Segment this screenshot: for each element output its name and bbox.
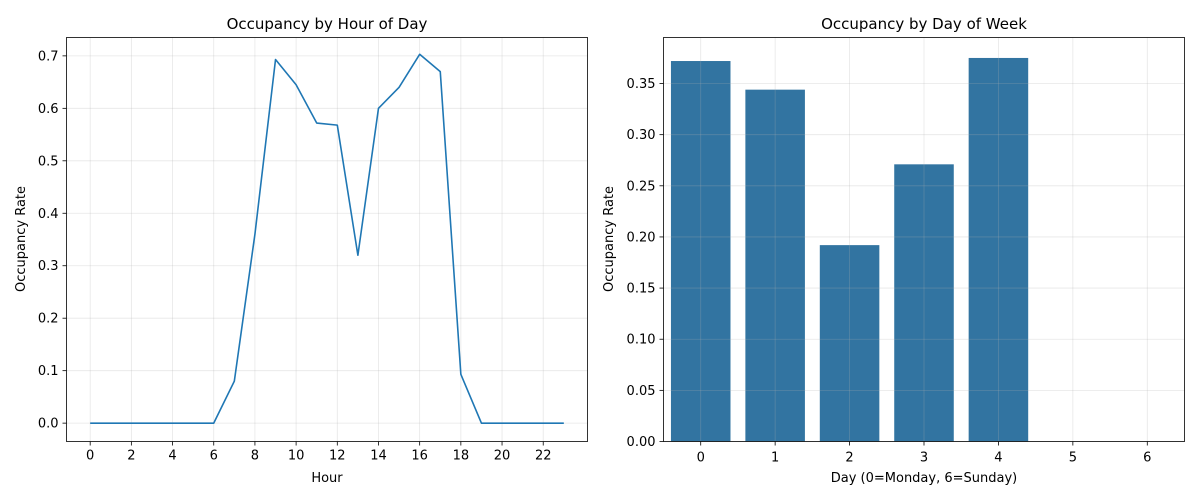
hour-chart-y-tick-label: 0.5 bbox=[38, 154, 59, 169]
hour-chart-title: Occupancy by Hour of Day bbox=[227, 15, 428, 33]
day-chart-x-tick-label: 5 bbox=[1069, 451, 1077, 466]
hour-chart-y-tick-label: 0.4 bbox=[38, 207, 59, 222]
day-chart-x-ticks: 0 1 2 3 4 5 6 bbox=[697, 441, 1151, 466]
hour-chart-y-tick-label: 0.3 bbox=[38, 259, 59, 274]
hour-chart-series bbox=[90, 53, 564, 424]
day-chart-grid bbox=[663, 37, 1185, 442]
day-chart-x-tick-label: 2 bbox=[845, 451, 853, 466]
hour-chart-frame bbox=[66, 37, 588, 442]
day-bar bbox=[670, 61, 731, 442]
day-chart-y-tick-label: 0.15 bbox=[627, 282, 656, 297]
hour-chart-y-tick-label: 0.2 bbox=[38, 312, 59, 327]
day-bar bbox=[894, 164, 954, 442]
hour-occupancy-line bbox=[90, 53, 564, 424]
hour-chart-x-tick-label: 6 bbox=[210, 449, 218, 464]
hour-chart-x-tick-label: 12 bbox=[329, 449, 346, 464]
day-chart-y-tick-label: 0.30 bbox=[627, 128, 656, 143]
day-bar bbox=[745, 89, 805, 442]
day-chart-y-ticks: 0.00 0.05 0.10 0.15 0.20 0.25 0.30 0.35 bbox=[627, 77, 664, 450]
hour-chart-x-tick-label: 4 bbox=[168, 449, 176, 464]
day-chart-y-tick-label: 0.00 bbox=[627, 435, 656, 450]
day-chart-x-tick-label: 0 bbox=[697, 451, 705, 466]
hour-chart-y-ticks: 0.0 0.1 0.2 0.3 0.4 0.5 0.6 0.7 bbox=[38, 49, 67, 432]
day-chart-x-label: Day (0=Monday, 6=Sunday) bbox=[831, 471, 1018, 486]
day-chart-bars bbox=[670, 57, 1029, 442]
day-chart-x-tick-label: 3 bbox=[920, 451, 928, 466]
hour-chart-grid bbox=[66, 37, 588, 442]
day-chart-title: Occupancy by Day of Week bbox=[821, 15, 1027, 33]
hour-chart-x-tick-label: 14 bbox=[370, 449, 387, 464]
hour-chart-x-tick-label: 22 bbox=[535, 449, 552, 464]
hour-chart-y-label: Occupancy Rate bbox=[14, 186, 29, 292]
day-chart-y-tick-label: 0.25 bbox=[627, 179, 656, 194]
hour-chart-y-tick-label: 0.6 bbox=[38, 102, 59, 117]
hour-chart-x-label: Hour bbox=[311, 471, 343, 486]
hour-chart-x-tick-label: 8 bbox=[251, 449, 259, 464]
hour-chart-x-ticks: 0 2 4 6 8 10 12 14 16 18 20 22 bbox=[86, 441, 552, 464]
day-chart-y-tick-label: 0.20 bbox=[627, 230, 656, 245]
hour-chart-x-tick-label: 18 bbox=[453, 449, 470, 464]
day-chart-y-tick-label: 0.05 bbox=[627, 384, 656, 399]
hour-chart-y-tick-label: 0.0 bbox=[38, 417, 59, 432]
hour-chart-x-tick-label: 2 bbox=[127, 449, 135, 464]
day-chart-y-label: Occupancy Rate bbox=[602, 186, 617, 292]
hour-chart-y-tick-label: 0.1 bbox=[38, 364, 59, 379]
hour-chart-y-tick-label: 0.7 bbox=[38, 49, 59, 64]
hour-chart-x-tick-label: 20 bbox=[494, 449, 511, 464]
day-bar bbox=[968, 57, 1029, 442]
day-chart-y-tick-label: 0.35 bbox=[627, 77, 656, 92]
day-chart-x-tick-label: 6 bbox=[1143, 451, 1151, 466]
hour-chart-x-tick-label: 10 bbox=[288, 449, 305, 464]
day-chart-x-tick-label: 1 bbox=[771, 451, 779, 466]
hour-line-chart: Occupancy by Hour of Day 0 2 4 6 8 10 12 14 16 18… bbox=[14, 15, 588, 486]
day-chart-y-tick-label: 0.10 bbox=[627, 333, 656, 348]
day-chart-x-tick-label: 4 bbox=[994, 451, 1002, 466]
hour-chart-x-tick-label: 16 bbox=[411, 449, 428, 464]
hour-chart-x-tick-label: 0 bbox=[86, 449, 94, 464]
day-bar bbox=[819, 245, 880, 442]
